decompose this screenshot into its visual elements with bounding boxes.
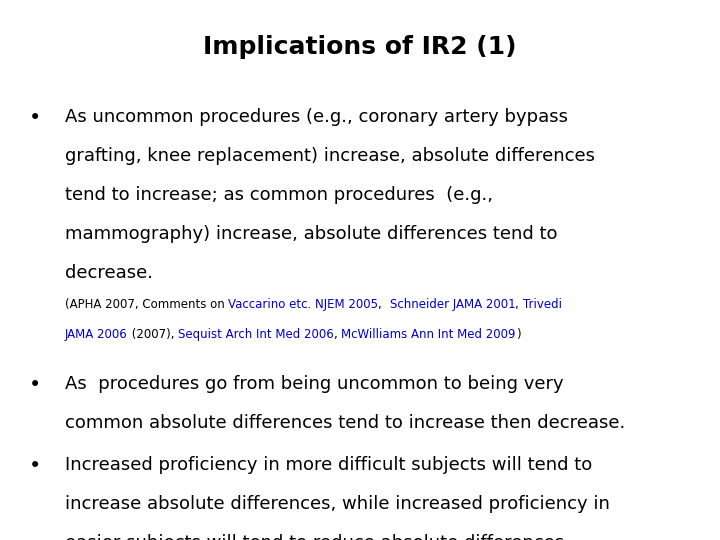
Text: ,: ,	[378, 298, 390, 311]
Text: easier subjects will tend to reduce absolute differences.: easier subjects will tend to reduce abso…	[65, 534, 570, 540]
Text: McWilliams Ann Int Med 2009: McWilliams Ann Int Med 2009	[341, 328, 516, 341]
Text: Trivedi: Trivedi	[523, 298, 562, 311]
Text: Schneider JAMA 2001: Schneider JAMA 2001	[390, 298, 516, 311]
Text: ): )	[516, 328, 520, 341]
Text: common absolute differences tend to increase then decrease.: common absolute differences tend to incr…	[65, 414, 625, 432]
Text: Increased proficiency in more difficult subjects will tend to: Increased proficiency in more difficult …	[65, 456, 592, 474]
Text: Sequist Arch Int Med 2006: Sequist Arch Int Med 2006	[178, 328, 333, 341]
Text: As  procedures go from being uncommon to being very: As procedures go from being uncommon to …	[65, 375, 564, 393]
Text: As uncommon procedures (e.g., coronary artery bypass: As uncommon procedures (e.g., coronary a…	[65, 108, 568, 126]
Text: •: •	[29, 108, 41, 128]
Text: grafting, knee replacement) increase, absolute differences: grafting, knee replacement) increase, ab…	[65, 147, 595, 165]
Text: ,: ,	[333, 328, 341, 341]
Text: decrease.: decrease.	[65, 264, 153, 281]
Text: JAMA 2006: JAMA 2006	[65, 328, 127, 341]
Text: •: •	[29, 456, 41, 476]
Text: mammography) increase, absolute differences tend to: mammography) increase, absolute differen…	[65, 225, 557, 242]
Text: Implications of IR2 (1): Implications of IR2 (1)	[203, 35, 517, 59]
Text: •: •	[29, 375, 41, 395]
Text: tend to increase; as common procedures  (e.g.,: tend to increase; as common procedures (…	[65, 186, 492, 204]
Text: (2007),: (2007),	[127, 328, 178, 341]
Text: Vaccarino etc. NJEM 2005: Vaccarino etc. NJEM 2005	[228, 298, 378, 311]
Text: ,: ,	[516, 298, 523, 311]
Text: increase absolute differences, while increased proficiency in: increase absolute differences, while inc…	[65, 495, 610, 512]
Text: (APHA 2007, Comments on: (APHA 2007, Comments on	[65, 298, 228, 311]
